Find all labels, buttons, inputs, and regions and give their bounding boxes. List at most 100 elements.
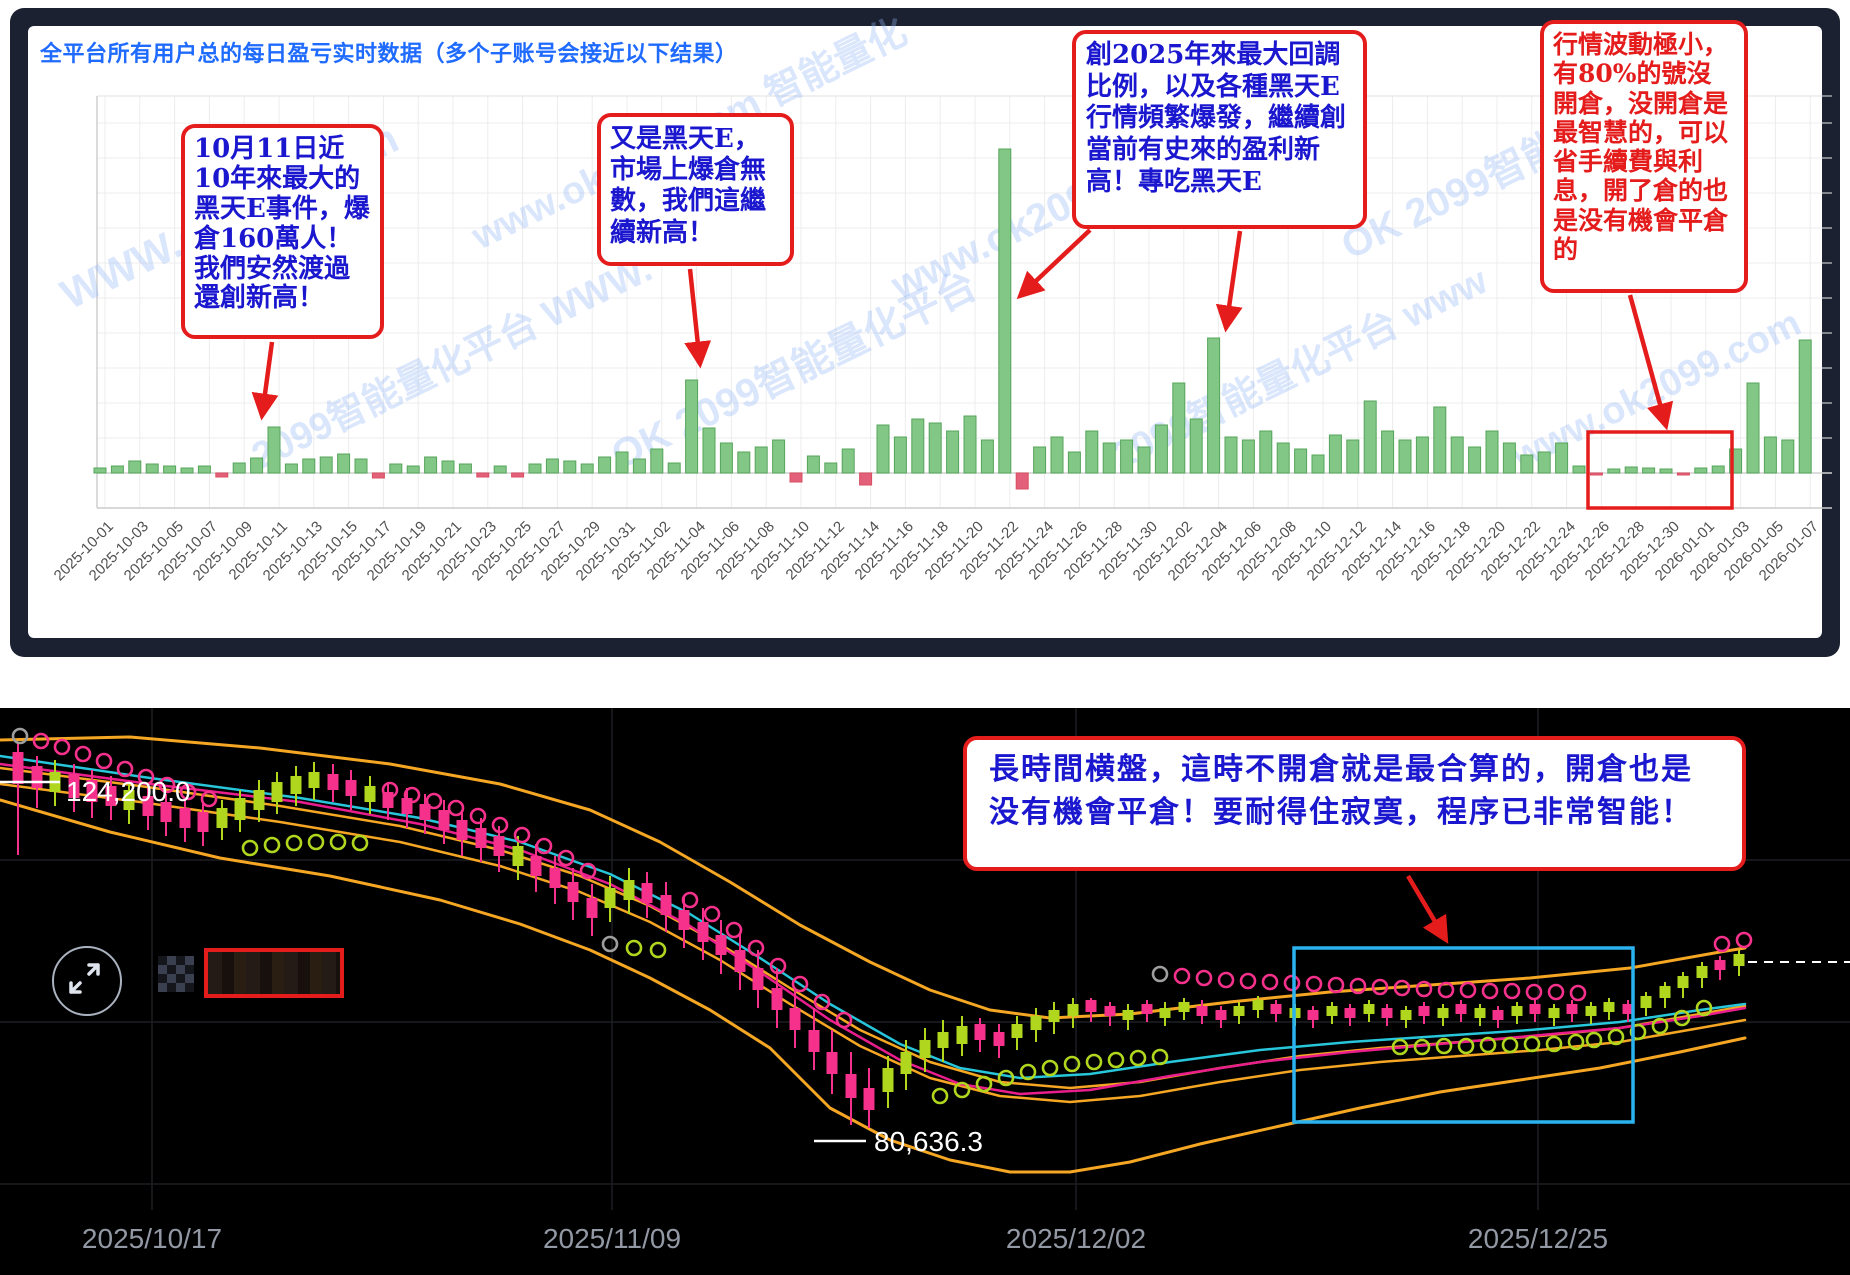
sar-dot	[491, 816, 509, 834]
daily-pnl-bar	[772, 439, 786, 474]
daily-pnl-bar	[1555, 442, 1569, 474]
daily-pnl-bar	[371, 472, 385, 479]
daily-pnl-bar	[1642, 467, 1656, 474]
daily-pnl-bar	[337, 453, 351, 474]
daily-pnl-bar	[1572, 465, 1586, 474]
daily-pnl-bar	[528, 463, 542, 474]
candle-body	[1215, 1010, 1227, 1020]
daily-pnl-bar	[267, 426, 281, 474]
daily-pnl-bar	[650, 448, 664, 474]
candle-body	[882, 1068, 894, 1092]
price-label: 80,636.3	[874, 1126, 983, 1157]
daily-pnl-bar	[1694, 467, 1708, 474]
sar-dot	[1523, 1035, 1541, 1053]
candle-body	[604, 888, 616, 908]
candle-body	[86, 780, 98, 802]
sar-dot	[1195, 969, 1213, 987]
daily-pnl-bar	[441, 460, 455, 474]
candle-body	[1474, 1008, 1486, 1018]
candle-body	[919, 1040, 931, 1058]
daily-pnl-bar	[458, 463, 472, 474]
daily-pnl-bar	[1415, 436, 1429, 474]
candle-body	[697, 922, 709, 942]
bollinger-upper-line	[0, 735, 1747, 1020]
candle-body	[160, 802, 172, 822]
daily-pnl-bar	[1015, 472, 1029, 490]
daily-pnl-bar	[1241, 439, 1255, 474]
candles-layer	[12, 742, 1745, 1128]
daily-pnl-bar	[1259, 430, 1273, 474]
daily-pnl-bar	[1798, 339, 1812, 474]
sar-dot	[179, 783, 197, 801]
daily-pnl-bar	[1172, 382, 1186, 474]
candle-body	[1400, 1010, 1412, 1020]
expand-button[interactable]	[52, 946, 122, 1016]
sar-dot	[557, 849, 575, 867]
sar-dot	[1019, 1063, 1037, 1081]
candle-body	[1104, 1006, 1116, 1016]
candle-body	[1048, 1010, 1060, 1022]
sar-dot	[931, 1087, 949, 1105]
daily-pnl-bar	[980, 439, 994, 474]
candle-body	[900, 1052, 912, 1074]
checker-logo-icon	[158, 956, 194, 992]
sar-dot	[1525, 983, 1543, 1001]
sar-dot	[649, 941, 667, 959]
sar-dot	[1629, 1023, 1647, 1041]
daily-pnl-bar	[1363, 400, 1377, 474]
daily-pnl-bar	[215, 472, 229, 478]
sar-dot	[403, 786, 421, 804]
sar-dot	[200, 790, 218, 808]
daily-pnl-bar	[1224, 436, 1238, 474]
candle-body	[567, 882, 579, 902]
daily-pnl-bar	[1120, 439, 1134, 474]
annotation-arrow	[1627, 294, 1674, 431]
daily-pnl-bar	[998, 148, 1012, 474]
candle-body	[1603, 1002, 1615, 1012]
daily-pnl-bar	[1450, 436, 1464, 474]
daily-pnl-bar	[1294, 448, 1308, 474]
annotation-arrow	[684, 268, 712, 369]
daily-pnl-bar	[354, 458, 368, 474]
candle-body	[234, 798, 246, 820]
sar-dot	[1569, 984, 1587, 1002]
sar-dot	[1349, 977, 1367, 995]
daily-pnl-bar	[389, 463, 403, 474]
daily-pnl-bar	[1033, 446, 1047, 474]
candle-body	[1640, 996, 1652, 1008]
sar-dot	[1503, 982, 1521, 1000]
candle-body	[475, 828, 487, 848]
daily-pnl-bar	[1050, 436, 1064, 474]
daily-pnl-bar	[1607, 468, 1621, 474]
candle-body	[1252, 1000, 1264, 1010]
sar-dot	[1217, 971, 1235, 989]
candle-body	[1085, 1000, 1097, 1012]
daily-pnl-bar	[284, 463, 298, 474]
daily-pnl-bar	[1537, 451, 1551, 474]
candle-body	[105, 786, 117, 806]
candle-body	[1529, 1004, 1541, 1014]
sar-dot	[535, 837, 553, 855]
candle-body	[1714, 960, 1726, 970]
sar-dot	[601, 935, 619, 953]
candle-body	[623, 880, 635, 900]
daily-pnl-bar	[1346, 439, 1360, 474]
sar-dot	[681, 891, 699, 909]
bars-layer	[93, 148, 1812, 490]
candle-body	[1178, 1002, 1190, 1012]
sar-dot	[1415, 980, 1433, 998]
sar-dot	[1567, 1033, 1585, 1051]
sar-dot	[997, 1069, 1015, 1087]
daily-pnl-bar	[545, 458, 559, 474]
sar-dot	[1239, 972, 1257, 990]
daily-pnl-bar	[1207, 337, 1221, 474]
sar-dot	[1457, 1037, 1475, 1055]
sar-dot	[1459, 981, 1477, 999]
candle-body	[1381, 1008, 1393, 1018]
candle-body	[1122, 1010, 1134, 1020]
candle-body	[401, 798, 413, 814]
candle-body	[1270, 1004, 1282, 1014]
daily-pnl-bar	[563, 460, 577, 474]
sar-dot	[1413, 1038, 1431, 1056]
daily-pnl-bar	[1520, 454, 1534, 474]
